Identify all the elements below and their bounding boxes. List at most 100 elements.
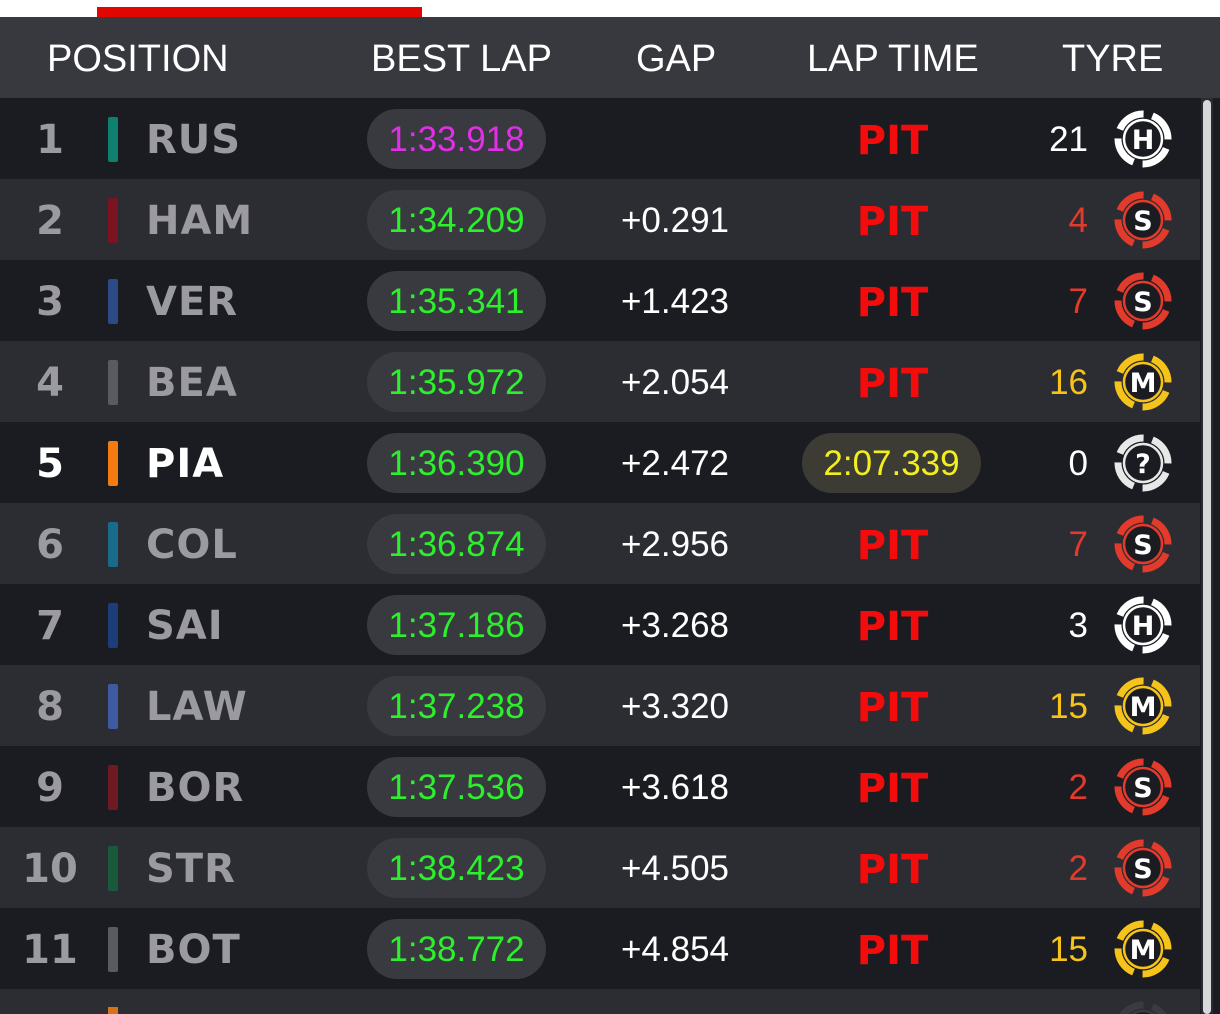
tyre-age: 21 — [1049, 120, 1088, 159]
tyre-icon — [1112, 999, 1174, 1014]
tyre-compound-letter: H — [1132, 125, 1155, 156]
pit-status: PIT — [856, 280, 929, 326]
gap-value: +3.320 — [620, 687, 730, 726]
driver-code: BOT — [146, 927, 241, 973]
gap-value: +2.956 — [620, 525, 730, 564]
best-lap-time: 1:36.390 — [367, 433, 546, 493]
pit-status: PIT — [856, 928, 929, 974]
position-number: 1 — [36, 117, 64, 163]
tyre-compound-letter: S — [1133, 773, 1152, 804]
header-tyre[interactable]: TYRE — [1062, 38, 1164, 80]
soft-tyre-icon: S — [1112, 513, 1174, 575]
best-lap-time: 1:35.341 — [367, 271, 546, 331]
header-best-lap[interactable]: BEST LAP — [371, 38, 552, 80]
gap-value — [595, 98, 755, 179]
tyre-age: 4 — [1068, 201, 1088, 240]
position-number: 9 — [36, 765, 64, 811]
tyre-age: 7 — [1068, 525, 1088, 564]
position-number: 2 — [36, 198, 64, 244]
tyre-age: 15 — [1049, 930, 1088, 969]
best-lap-time: 1:34.209 — [367, 190, 546, 250]
unknown-tyre-icon: ? — [1112, 432, 1174, 494]
tyre-age: 3 — [1068, 606, 1088, 645]
gap-value: +3.618 — [620, 768, 730, 807]
table-row[interactable]: 8 LAW 1:37.238 +3.320 PIT 15 M — [0, 665, 1200, 746]
medium-tyre-icon: M — [1112, 675, 1174, 737]
hard-tyre-icon: H — [1112, 594, 1174, 656]
best-lap-time: 1:37.536 — [367, 757, 546, 817]
driver-code: STR — [146, 846, 236, 892]
tyre-compound-letter: M — [1130, 368, 1157, 399]
tyre-age: 2 — [1068, 768, 1088, 807]
team-color-bar — [108, 441, 118, 486]
driver-code: BEA — [146, 360, 238, 406]
team-color-bar — [108, 1007, 118, 1014]
pit-status: PIT — [856, 847, 929, 893]
tyre-compound-letter: M — [1130, 692, 1157, 723]
table-row[interactable]: 7 SAI 1:37.186 +3.268 PIT 3 H — [0, 584, 1200, 665]
driver-code: SAI — [146, 603, 224, 649]
best-lap-time: 1:38.423 — [367, 838, 546, 898]
table-row[interactable]: 3 VER 1:35.341 +1.423 PIT 7 S — [0, 260, 1200, 341]
tyre-compound-letter: S — [1133, 530, 1152, 561]
tyre-compound-letter: S — [1133, 287, 1152, 318]
table-row[interactable]: 9 BOR 1:37.536 +3.618 PIT 2 S — [0, 746, 1200, 827]
position-number: 6 — [36, 522, 64, 568]
team-color-bar — [108, 684, 118, 729]
header-gap[interactable]: GAP — [636, 38, 717, 80]
lap-time: 2:07.339 — [802, 433, 981, 493]
table-header: POSITION BEST LAP GAP LAP TIME TYRE — [0, 17, 1220, 98]
table-row[interactable]: 11 BOT 1:38.772 +4.854 PIT 15 M — [0, 908, 1200, 989]
header-position[interactable]: POSITION — [47, 38, 229, 80]
position-number: 7 — [36, 603, 64, 649]
best-lap-time: 1:33.918 — [367, 109, 546, 169]
top-bar — [0, 0, 1220, 17]
pit-status: PIT — [856, 199, 929, 245]
pit-status: PIT — [856, 766, 929, 812]
tyre-compound-letter: H — [1132, 611, 1155, 642]
position-number: 8 — [36, 684, 64, 730]
soft-tyre-icon: S — [1112, 189, 1174, 251]
best-lap-time: 1:35.972 — [367, 352, 546, 412]
pit-status: PIT — [856, 604, 929, 650]
soft-tyre-icon: S — [1112, 837, 1174, 899]
table-row[interactable]: 6 COL 1:36.874 +2.956 PIT 7 S — [0, 503, 1200, 584]
gap-value: +4.854 — [620, 930, 730, 969]
best-lap-time: 1:36.874 — [367, 514, 546, 574]
tyre-compound-letter: S — [1133, 206, 1152, 237]
best-lap-time: 1:37.186 — [367, 595, 546, 655]
best-lap-time: 1:37.238 — [367, 676, 546, 736]
gap-value: +2.054 — [620, 363, 730, 402]
table-row[interactable]: 5 PIA 1:36.390 +2.472 2:07.339 0? — [0, 422, 1200, 503]
pit-status: PIT — [856, 361, 929, 407]
table-row-partial[interactable] — [0, 989, 1200, 1014]
tyre-compound-letter: ? — [1135, 449, 1151, 480]
table-row[interactable]: 4 BEA 1:35.972 +2.054 PIT 16 M — [0, 341, 1200, 422]
scrollbar-thumb[interactable] — [1203, 100, 1211, 1014]
gap-value: +2.472 — [620, 444, 730, 483]
table-row[interactable]: 2 HAM 1:34.209 +0.291 PIT 4 S — [0, 179, 1200, 260]
driver-code: PIA — [146, 441, 225, 487]
table-row[interactable]: 1 RUS 1:33.918 PIT 21 H — [0, 98, 1200, 179]
team-color-bar — [108, 765, 118, 810]
tyre-age: 15 — [1049, 687, 1088, 726]
table-row[interactable]: 10 STR 1:38.423 +4.505 PIT 2 S — [0, 827, 1200, 908]
best-lap-time: 1:38.772 — [367, 919, 546, 979]
tyre-age: 16 — [1049, 363, 1088, 402]
team-color-bar — [108, 117, 118, 162]
gap-value: +3.268 — [620, 606, 730, 645]
pit-status: PIT — [856, 118, 929, 164]
position-number: 4 — [36, 360, 64, 406]
header-lap-time[interactable]: LAP TIME — [807, 38, 979, 80]
driver-code: COL — [146, 522, 238, 568]
tyre-compound-letter: M — [1130, 935, 1157, 966]
team-color-bar — [108, 846, 118, 891]
tyre-age: 2 — [1068, 849, 1088, 888]
scrollbar[interactable] — [1201, 98, 1213, 1014]
driver-code: RUS — [146, 117, 242, 163]
pit-status: PIT — [856, 523, 929, 569]
tyre-compound-letter: S — [1133, 854, 1152, 885]
gap-value: +1.423 — [620, 282, 730, 321]
soft-tyre-icon: S — [1112, 756, 1174, 818]
position-number: 3 — [36, 279, 64, 325]
